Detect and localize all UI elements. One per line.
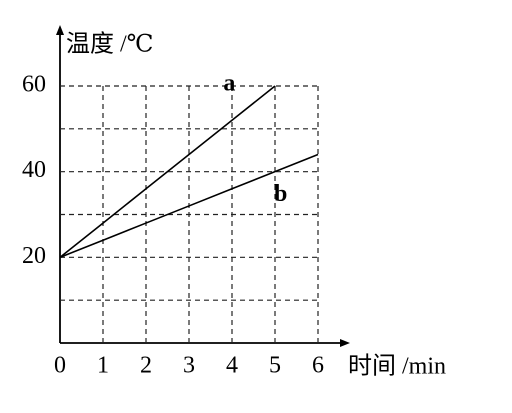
x-tick-label: 6: [312, 353, 324, 379]
y-axis-label: 温度 /℃: [66, 31, 154, 58]
data-line: [59, 85, 276, 258]
x-axis-label: 时间 /min: [348, 353, 446, 380]
y-tick-label: 20: [22, 243, 46, 269]
series-label: a: [223, 70, 235, 96]
x-tick-label: 2: [140, 353, 152, 379]
data-line: [59, 153, 319, 259]
y-tick-label: 40: [22, 157, 46, 183]
series-label: b: [274, 181, 287, 207]
x-tick-label: 5: [269, 353, 281, 379]
x-tick-label: 0: [54, 353, 66, 379]
x-tick-label: 3: [183, 353, 195, 379]
y-tick-label: 60: [22, 72, 46, 98]
x-tick-label: 4: [226, 353, 238, 379]
x-tick-label: 1: [97, 353, 109, 379]
